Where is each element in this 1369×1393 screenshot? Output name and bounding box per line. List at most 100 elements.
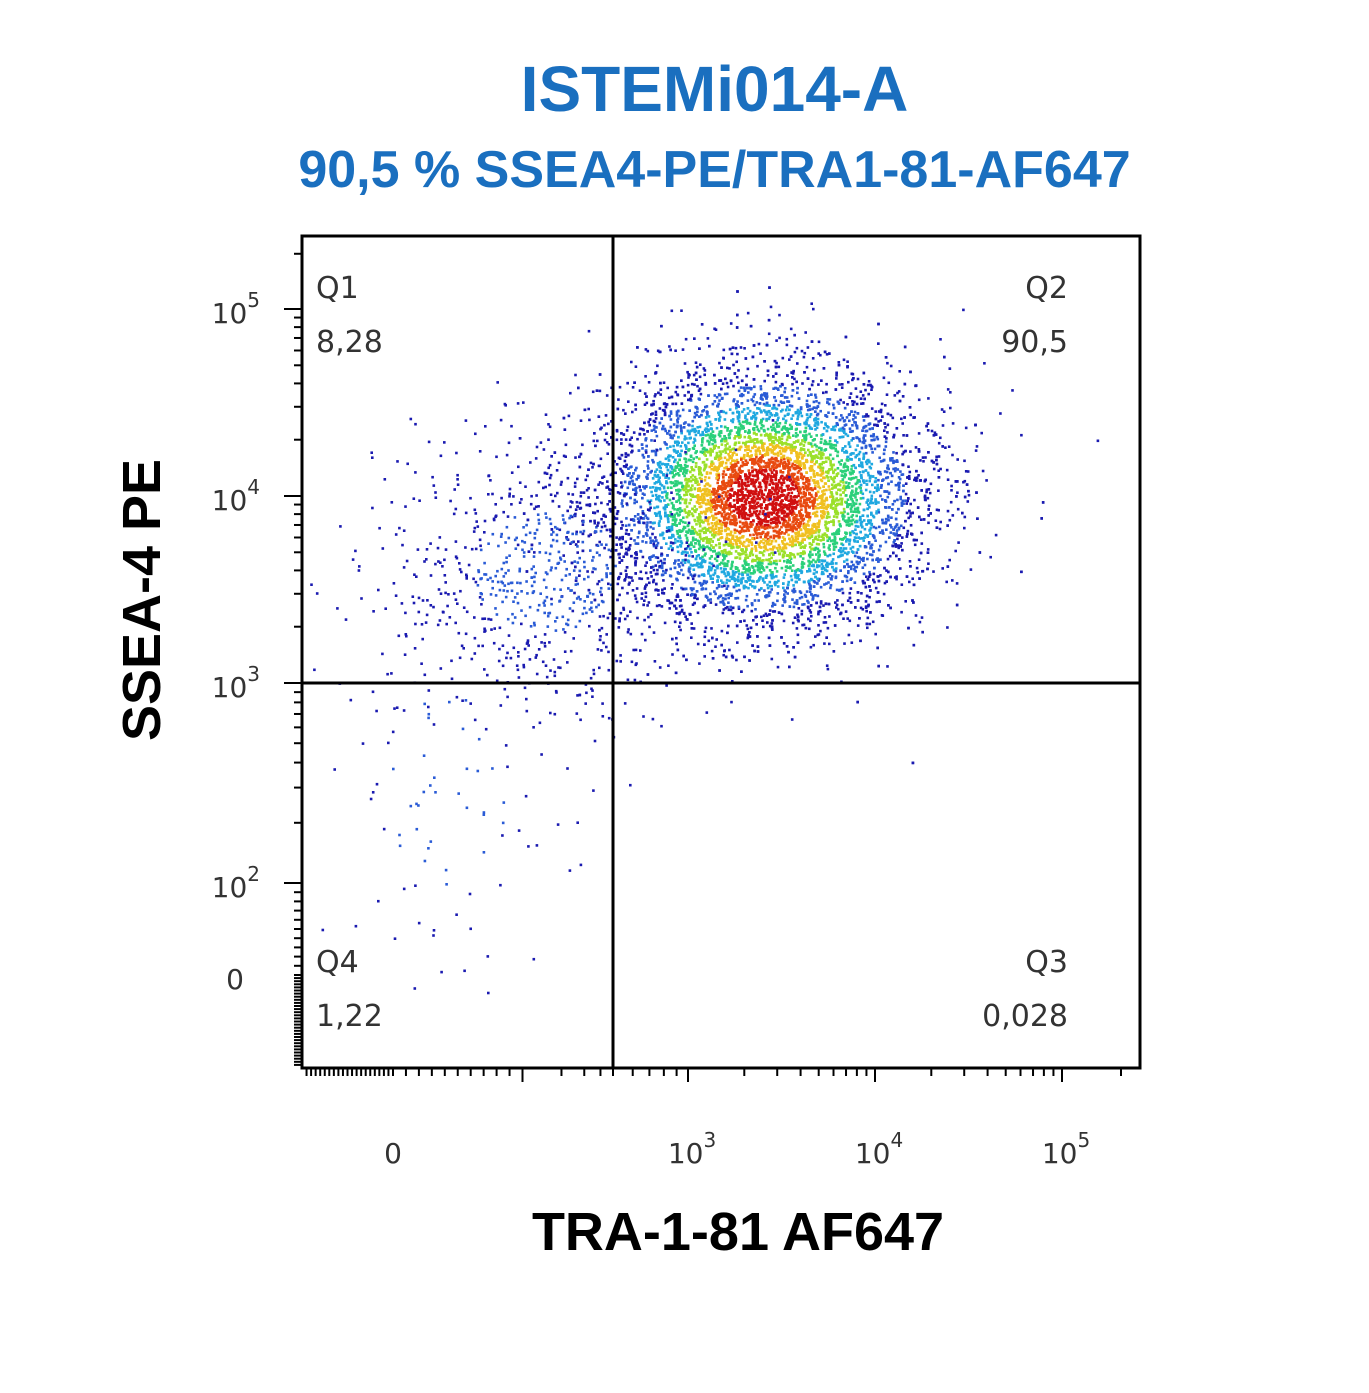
event-point — [915, 566, 919, 570]
event-point — [739, 386, 743, 389]
event-point — [627, 576, 631, 579]
event-point — [727, 433, 731, 437]
event-point — [698, 425, 702, 429]
event-point — [791, 564, 795, 567]
event-point — [858, 471, 862, 474]
event-point — [674, 482, 677, 486]
event-point — [759, 575, 762, 579]
event-point — [879, 494, 882, 498]
event-point — [898, 370, 901, 373]
event-point — [715, 506, 718, 510]
event-point — [819, 502, 822, 505]
event-point — [741, 441, 745, 445]
event-point — [817, 401, 821, 405]
event-point — [704, 552, 707, 555]
event-point — [676, 492, 679, 496]
event-point — [711, 525, 715, 528]
event-point — [801, 532, 804, 536]
event-point — [600, 501, 603, 505]
event-point — [892, 467, 895, 471]
event-point — [698, 515, 701, 518]
event-point — [577, 540, 580, 543]
event-point — [758, 510, 762, 513]
event-point — [881, 498, 884, 501]
event-point — [693, 437, 696, 441]
event-point — [718, 430, 721, 434]
event-point — [989, 555, 992, 559]
event-point — [831, 562, 835, 565]
event-point — [853, 554, 857, 558]
event-point — [911, 577, 914, 580]
event-point — [761, 562, 764, 565]
event-point — [830, 491, 833, 494]
event-point — [780, 525, 783, 529]
event-point — [790, 569, 794, 572]
event-point — [695, 554, 699, 558]
event-point — [615, 543, 618, 546]
event-point — [723, 572, 726, 575]
event-point — [901, 452, 904, 456]
event-point — [771, 610, 775, 613]
event-point — [867, 521, 871, 525]
event-point — [760, 439, 763, 443]
event-point — [742, 393, 745, 397]
event-point — [807, 601, 810, 604]
event-point — [709, 568, 713, 572]
event-point — [776, 498, 779, 502]
event-point — [768, 493, 771, 496]
event-point — [757, 543, 761, 546]
event-point — [772, 559, 776, 563]
event-point — [672, 444, 675, 448]
event-point — [744, 502, 748, 506]
event-point — [824, 423, 827, 427]
event-point — [725, 392, 729, 396]
event-point — [703, 498, 706, 502]
event-point — [757, 342, 761, 346]
event-point — [954, 549, 957, 553]
event-point — [789, 487, 793, 490]
event-point — [846, 468, 850, 472]
event-point — [822, 427, 826, 430]
event-point — [855, 514, 858, 518]
event-point — [826, 575, 830, 578]
event-point — [898, 534, 902, 537]
event-point — [832, 478, 835, 482]
event-point — [819, 585, 823, 589]
event-point — [645, 561, 648, 564]
event-point — [696, 519, 700, 523]
event-point — [570, 515, 574, 519]
event-point — [732, 494, 735, 497]
event-point — [886, 665, 889, 668]
event-point — [868, 490, 872, 494]
event-point — [725, 458, 729, 462]
event-point — [781, 356, 785, 360]
event-point — [696, 384, 699, 388]
event-point — [828, 642, 831, 646]
event-point — [740, 456, 743, 460]
event-point — [725, 465, 728, 469]
event-point — [886, 476, 890, 479]
event-point — [828, 615, 831, 618]
event-point — [684, 511, 688, 514]
event-point — [780, 434, 784, 437]
event-point — [818, 549, 821, 553]
event-point — [746, 573, 749, 577]
event-point — [854, 448, 858, 452]
event-point — [619, 467, 622, 471]
event-point — [691, 539, 695, 542]
event-point — [809, 453, 812, 456]
event-point — [665, 472, 669, 476]
event-point — [939, 520, 942, 524]
event-point — [779, 452, 783, 456]
event-point — [745, 374, 748, 378]
event-point — [785, 565, 789, 568]
event-point — [770, 539, 774, 543]
event-point — [691, 484, 694, 487]
event-point — [805, 590, 809, 593]
event-point — [643, 599, 646, 602]
event-point — [598, 389, 602, 393]
event-point — [823, 583, 826, 586]
event-point — [731, 467, 735, 471]
event-point — [707, 415, 711, 418]
event-point — [741, 410, 744, 414]
